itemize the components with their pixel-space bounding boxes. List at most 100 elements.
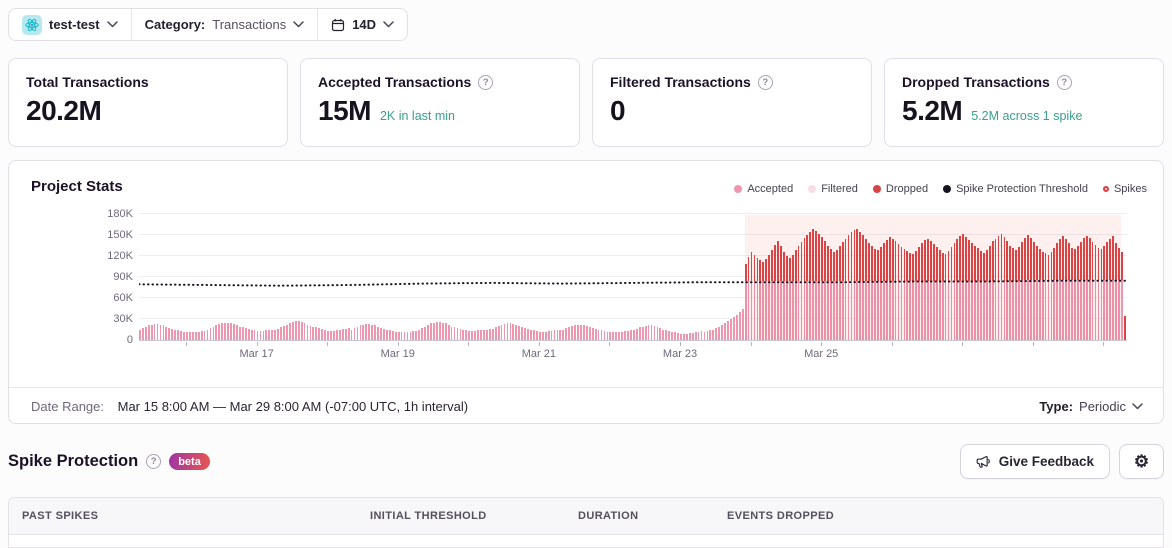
card-title: Total Transactions xyxy=(26,74,149,90)
chart-bar-dropped xyxy=(1091,242,1094,280)
legend-marker xyxy=(1102,186,1109,192)
chart-bar-accepted xyxy=(268,330,271,340)
chart-bar-dropped xyxy=(977,248,979,281)
chart-bar-dropped xyxy=(774,244,776,282)
chart-bar-dropped xyxy=(1094,244,1097,280)
chart-bar-accepted xyxy=(668,330,671,340)
chart-bar-accepted xyxy=(962,280,965,340)
chart-bar-accepted xyxy=(688,333,691,340)
type-selector[interactable]: Type: Periodic xyxy=(1039,399,1143,414)
past-spikes-table: PAST SPIKES INITIAL THRESHOLD DURATION E… xyxy=(8,497,1164,548)
category-selector[interactable]: Category: Transactions xyxy=(132,9,318,40)
chart-bar-accepted xyxy=(374,325,377,340)
chart-bar-dropped xyxy=(847,235,850,282)
chart-bar-accepted xyxy=(1056,279,1059,340)
chart-bar-dropped xyxy=(1068,243,1070,280)
chart-bar-accepted xyxy=(162,325,165,340)
chart-bar-accepted xyxy=(891,280,894,340)
chart-bar-dropped xyxy=(806,235,809,282)
card-subtext: 5.2M across 1 spike xyxy=(971,109,1083,123)
chart-bar-accepted xyxy=(394,331,397,340)
chart-bar-accepted xyxy=(203,330,206,340)
chart-bar-dropped xyxy=(968,239,970,281)
chart-bar-accepted xyxy=(877,281,879,340)
date-period-selector[interactable]: 14D xyxy=(318,9,407,40)
help-icon[interactable] xyxy=(146,454,162,469)
chart-bar-dropped xyxy=(1012,248,1015,281)
chart-bar-accepted xyxy=(553,330,556,340)
col-initial-threshold: INITIAL THRESHOLD xyxy=(370,510,487,522)
chart-bar-dropped xyxy=(809,232,812,282)
chart-bar-accepted xyxy=(706,330,709,340)
chart-bar-dropped xyxy=(1053,247,1056,280)
chart-bar-accepted xyxy=(477,330,479,340)
chart-bar-accepted xyxy=(627,330,629,340)
chart-bar-accepted xyxy=(512,323,515,340)
chart-bar-accepted xyxy=(562,329,565,340)
chart-bar-accepted xyxy=(1088,279,1091,340)
chart-bar-dropped xyxy=(938,249,941,281)
chart-bar-accepted xyxy=(480,330,482,340)
legend-item[interactable]: Spikes xyxy=(1102,183,1147,195)
give-feedback-label: Give Feedback xyxy=(998,454,1094,469)
chart-bar-dropped xyxy=(856,228,859,282)
category-value: Transactions xyxy=(212,17,287,32)
x-axis-label: Mar 25 xyxy=(804,348,839,360)
chart-bar-accepted xyxy=(430,323,432,340)
divider xyxy=(130,9,132,40)
chart-bar-accepted xyxy=(450,326,453,340)
chart-bar-accepted xyxy=(638,327,641,340)
chart-bar-accepted xyxy=(859,281,862,340)
beta-badge: beta xyxy=(169,453,210,470)
chart-bar-dropped xyxy=(1056,243,1059,280)
chart-bar-accepted xyxy=(844,281,847,340)
legend-item[interactable]: Dropped xyxy=(872,183,928,195)
chart-bar-dropped xyxy=(1109,239,1112,280)
chart-bar-accepted xyxy=(824,281,826,340)
chart-bar-dropped xyxy=(935,246,938,281)
help-icon[interactable] xyxy=(478,74,494,90)
settings-button[interactable]: ⚙ xyxy=(1119,444,1164,479)
give-feedback-button[interactable]: Give Feedback xyxy=(959,444,1110,479)
x-axis-tick xyxy=(821,342,823,346)
chart-bar-dropped xyxy=(1009,245,1012,281)
usage-chart-plot[interactable]: 180K 150K 120K 90K 60K 30K 0 Mar 17 Mar 19 Mar 21… xyxy=(107,208,1127,360)
chart-bar-accepted xyxy=(1024,279,1026,340)
chart-bar-accepted xyxy=(850,281,853,340)
chart-bar-accepted xyxy=(465,330,468,340)
chart-bar-accepted xyxy=(847,281,850,340)
chart-bar-accepted xyxy=(259,330,262,340)
x-axis-tick xyxy=(327,342,329,346)
chart-bar-dropped xyxy=(818,233,821,282)
chart-bar-accepted xyxy=(330,330,332,340)
chart-bar-dropped xyxy=(959,235,962,281)
x-axis-tick xyxy=(397,342,399,346)
help-icon[interactable] xyxy=(1056,74,1072,90)
chart-bar-accepted xyxy=(509,323,512,340)
legend-marker xyxy=(943,185,952,193)
chart-bar-accepted xyxy=(1038,279,1041,340)
chart-bar-accepted xyxy=(671,331,673,340)
chart-bar-dropped xyxy=(877,250,879,282)
col-duration: DURATION xyxy=(578,510,639,522)
chart-bar-accepted xyxy=(624,330,626,340)
legend-item[interactable]: Filtered xyxy=(808,183,858,195)
chart-bar-accepted xyxy=(300,321,303,340)
chart-bar-accepted xyxy=(362,324,365,340)
chart-bar-accepted xyxy=(277,328,279,340)
legend-item[interactable]: Accepted xyxy=(734,183,793,195)
help-icon[interactable] xyxy=(757,74,773,90)
chart-bar-accepted xyxy=(338,329,341,340)
legend-item[interactable]: Spike Protection Threshold xyxy=(943,183,1088,195)
chart-bar-accepted xyxy=(853,281,856,340)
chart-bar-accepted xyxy=(797,281,800,340)
chart-bar-accepted xyxy=(221,323,224,340)
chart-bar-accepted xyxy=(832,281,835,340)
chart-bar-accepted xyxy=(577,324,579,340)
chart-bar-accepted xyxy=(880,280,882,340)
chart-bar-dropped xyxy=(791,254,794,282)
x-axis-tick xyxy=(891,342,893,346)
chart-bar-accepted xyxy=(388,330,391,340)
chart-bar-accepted xyxy=(494,327,497,340)
project-selector[interactable]: test-test xyxy=(9,9,131,40)
